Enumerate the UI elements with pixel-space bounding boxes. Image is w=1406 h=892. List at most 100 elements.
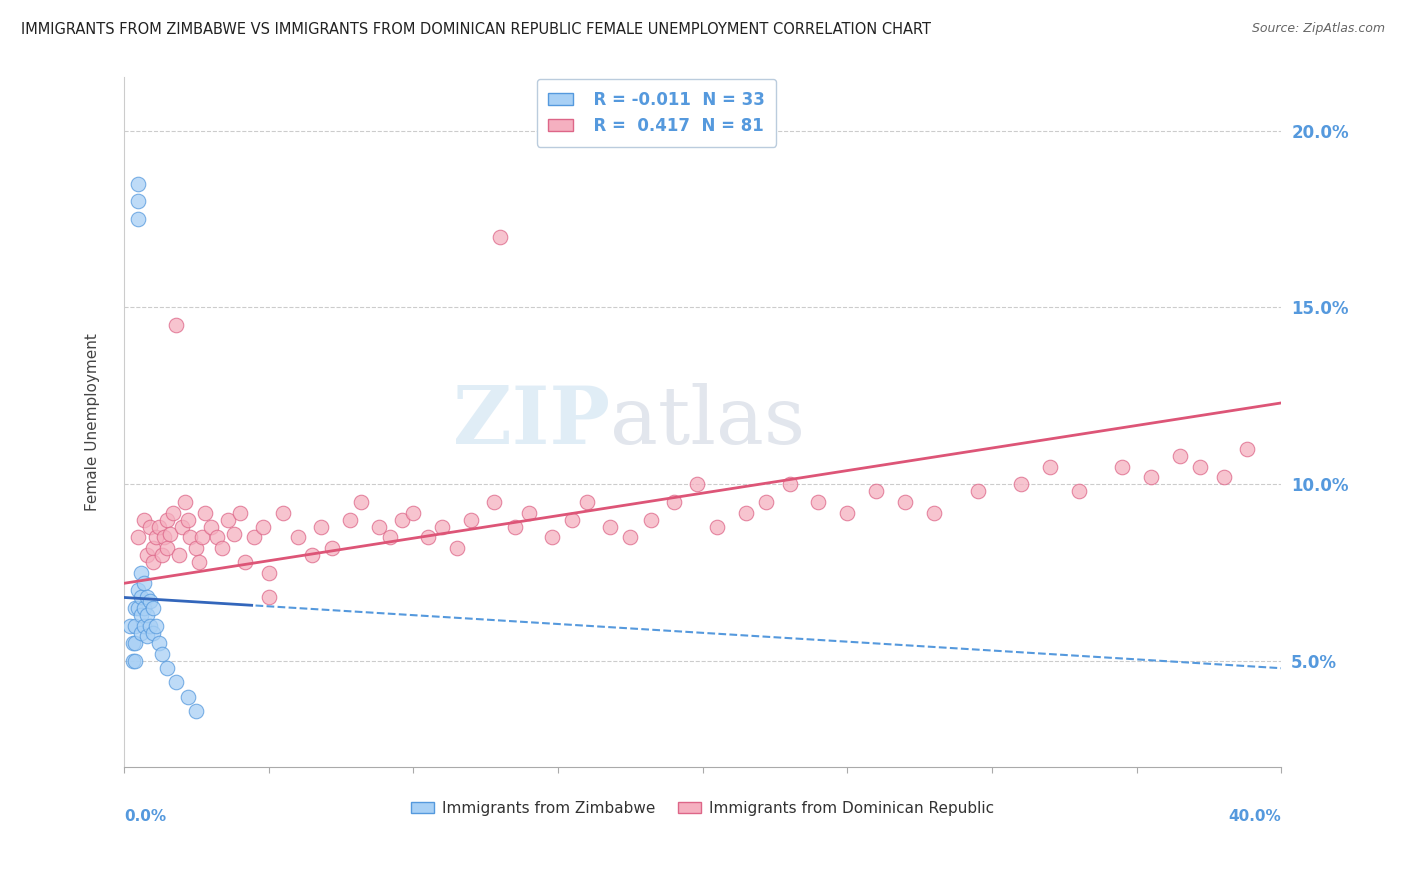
- Point: [124, 601, 146, 615]
- Point: [179, 530, 201, 544]
- Point: [271, 506, 294, 520]
- Point: [186, 704, 208, 718]
- Point: [159, 526, 181, 541]
- Point: [145, 619, 167, 633]
- Point: [217, 513, 239, 527]
- Point: [142, 541, 165, 555]
- Point: [599, 519, 621, 533]
- Point: [1236, 442, 1258, 456]
- Point: [378, 530, 401, 544]
- Point: [150, 647, 173, 661]
- Point: [176, 690, 198, 704]
- Point: [148, 636, 170, 650]
- Point: [309, 519, 332, 533]
- Y-axis label: Female Unemployment: Female Unemployment: [86, 334, 100, 511]
- Point: [517, 506, 540, 520]
- Point: [142, 601, 165, 615]
- Point: [211, 541, 233, 555]
- Point: [165, 318, 187, 332]
- Point: [807, 495, 830, 509]
- Text: Source: ZipAtlas.com: Source: ZipAtlas.com: [1251, 22, 1385, 36]
- Point: [129, 566, 152, 580]
- Point: [121, 654, 143, 668]
- Point: [139, 594, 162, 608]
- Point: [188, 555, 211, 569]
- Point: [755, 495, 778, 509]
- Text: 40.0%: 40.0%: [1229, 809, 1281, 823]
- Point: [191, 530, 214, 544]
- Point: [136, 608, 159, 623]
- Point: [228, 506, 250, 520]
- Point: [127, 211, 149, 226]
- Point: [1039, 459, 1062, 474]
- Point: [156, 513, 179, 527]
- Point: [966, 484, 988, 499]
- Point: [1010, 477, 1032, 491]
- Point: [200, 519, 222, 533]
- Point: [489, 229, 512, 244]
- Point: [339, 513, 361, 527]
- Point: [432, 519, 454, 533]
- Point: [129, 591, 152, 605]
- Text: 0.0%: 0.0%: [124, 809, 166, 823]
- Point: [150, 548, 173, 562]
- Text: ZIP: ZIP: [453, 384, 610, 461]
- Point: [118, 619, 141, 633]
- Point: [561, 513, 583, 527]
- Point: [176, 513, 198, 527]
- Point: [134, 601, 156, 615]
- Point: [503, 519, 526, 533]
- Point: [186, 541, 208, 555]
- Point: [541, 530, 564, 544]
- Point: [145, 530, 167, 544]
- Point: [124, 636, 146, 650]
- Point: [1140, 470, 1163, 484]
- Point: [662, 495, 685, 509]
- Point: [402, 506, 425, 520]
- Point: [301, 548, 323, 562]
- Point: [127, 177, 149, 191]
- Point: [837, 506, 859, 520]
- Point: [139, 619, 162, 633]
- Point: [121, 636, 143, 650]
- Point: [735, 506, 758, 520]
- Point: [252, 519, 274, 533]
- Point: [165, 675, 187, 690]
- Point: [127, 601, 149, 615]
- Point: [142, 625, 165, 640]
- Point: [243, 530, 266, 544]
- Text: atlas: atlas: [610, 384, 806, 461]
- Point: [134, 619, 156, 633]
- Point: [136, 591, 159, 605]
- Point: [460, 513, 482, 527]
- Point: [287, 530, 309, 544]
- Point: [134, 513, 156, 527]
- Point: [640, 513, 662, 527]
- Point: [167, 548, 190, 562]
- Point: [1212, 470, 1234, 484]
- Point: [129, 625, 152, 640]
- Point: [127, 530, 149, 544]
- Point: [194, 506, 217, 520]
- Text: IMMIGRANTS FROM ZIMBABWE VS IMMIGRANTS FROM DOMINICAN REPUBLIC FEMALE UNEMPLOYME: IMMIGRANTS FROM ZIMBABWE VS IMMIGRANTS F…: [21, 22, 931, 37]
- Point: [575, 495, 598, 509]
- Point: [136, 629, 159, 643]
- Point: [865, 484, 887, 499]
- Point: [170, 519, 193, 533]
- Point: [619, 530, 641, 544]
- Point: [153, 530, 176, 544]
- Point: [1168, 449, 1191, 463]
- Point: [416, 530, 439, 544]
- Point: [1111, 459, 1133, 474]
- Point: [894, 495, 917, 509]
- Point: [1189, 459, 1212, 474]
- Point: [156, 661, 179, 675]
- Point: [127, 194, 149, 209]
- Point: [134, 576, 156, 591]
- Point: [391, 513, 413, 527]
- Point: [222, 526, 245, 541]
- Point: [235, 555, 257, 569]
- Point: [142, 555, 165, 569]
- Point: [350, 495, 373, 509]
- Point: [136, 548, 159, 562]
